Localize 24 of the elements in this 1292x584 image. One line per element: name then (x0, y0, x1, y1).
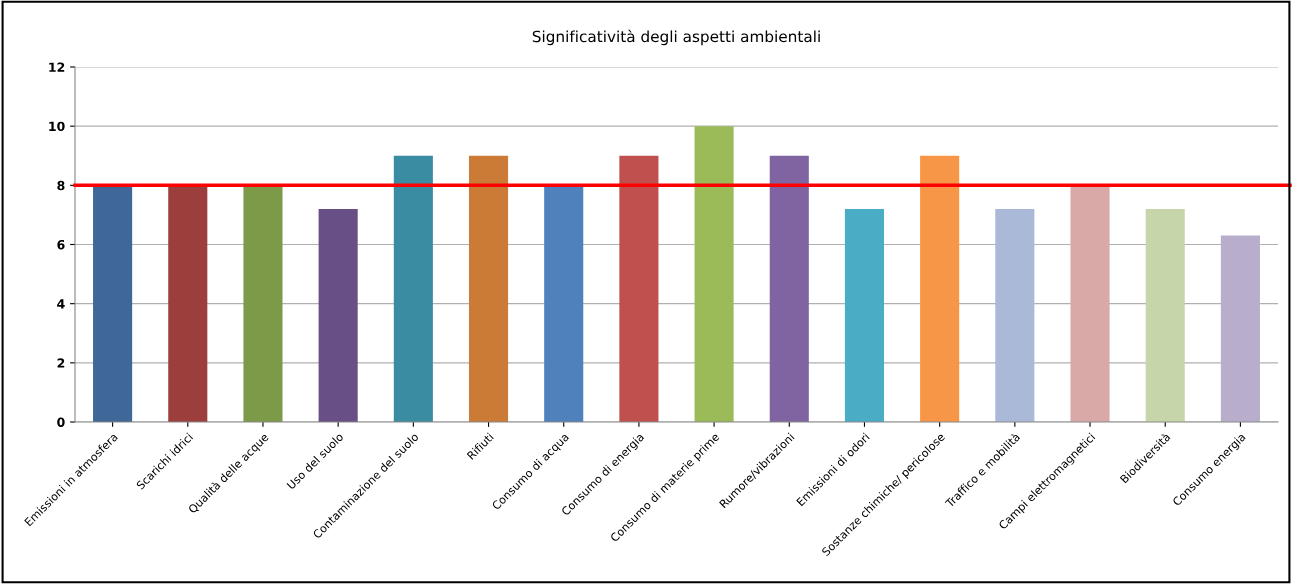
bar (920, 155, 960, 422)
y-tick-label: 12 (49, 62, 65, 72)
bar (393, 155, 433, 422)
bar (844, 209, 885, 422)
y-tick-label: 0 (57, 417, 65, 427)
bar (544, 185, 584, 422)
bar (1070, 185, 1110, 422)
bar (1220, 235, 1260, 422)
y-tick-label: 2 (57, 358, 65, 368)
chart-title: Significatività degli aspetti ambientali (532, 29, 820, 46)
bar (769, 155, 809, 422)
bar (243, 185, 283, 422)
bar (995, 209, 1035, 422)
bar (619, 155, 659, 422)
y-tick-label: 4 (57, 299, 65, 309)
bar (93, 185, 133, 422)
bar (694, 126, 734, 422)
y-tick-label: 6 (57, 239, 65, 250)
y-tick-label: 8 (57, 180, 65, 191)
bar (468, 155, 509, 422)
y-tick-label: 10 (49, 121, 65, 132)
bar (168, 185, 208, 422)
bar (1145, 209, 1185, 422)
bar (318, 209, 358, 422)
